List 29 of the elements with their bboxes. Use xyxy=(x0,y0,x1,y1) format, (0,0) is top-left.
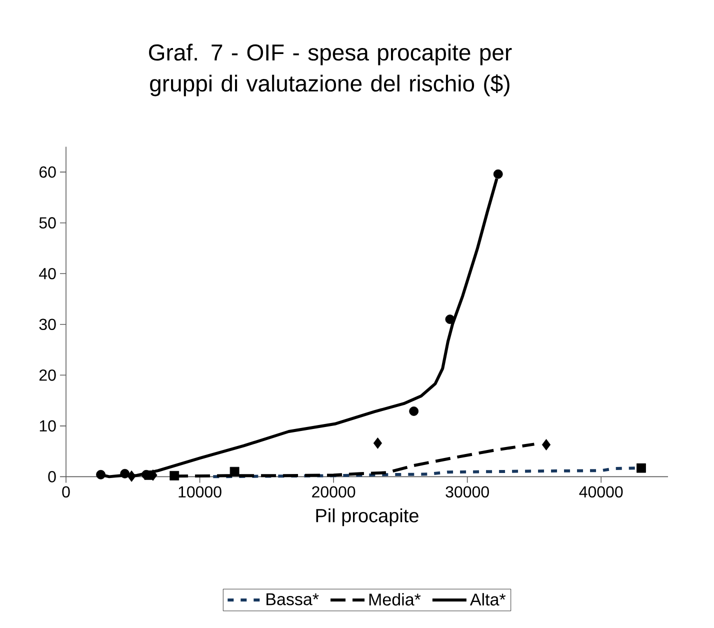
legend-label: Media* xyxy=(369,593,421,606)
point xyxy=(493,169,503,179)
x-tick-label: 30000 xyxy=(446,486,489,498)
point xyxy=(144,470,154,480)
point xyxy=(373,437,382,449)
y-tick-label: 20 xyxy=(39,369,56,381)
point xyxy=(127,470,136,482)
point xyxy=(96,470,106,480)
point xyxy=(542,439,551,450)
x-tick-label: 0 xyxy=(62,486,70,498)
chart-title: Graf. 7 - OIF - spesa procapite per gruppi di valutazione del rischio ($) xyxy=(149,44,512,96)
point xyxy=(120,468,130,478)
y-tick-label: 30 xyxy=(39,318,56,330)
y-tick-label: 0 xyxy=(48,471,56,482)
y-tick-label: 40 xyxy=(39,268,56,280)
point xyxy=(409,406,419,416)
x-tick-label: 20000 xyxy=(312,486,356,498)
y-tick-label: 50 xyxy=(39,217,56,229)
y-tick-label: 60 xyxy=(39,166,56,178)
point xyxy=(636,463,646,473)
legend-label: Bassa* xyxy=(266,593,319,606)
x-axis-title: Pil procapite xyxy=(316,508,418,526)
point xyxy=(445,314,455,324)
point xyxy=(230,466,240,476)
legend-label: Alta* xyxy=(470,593,506,606)
x-tick-label: 10000 xyxy=(178,486,222,498)
y-tick-label: 10 xyxy=(40,420,56,432)
x-tick-label: 40000 xyxy=(579,486,623,498)
point xyxy=(170,470,180,480)
